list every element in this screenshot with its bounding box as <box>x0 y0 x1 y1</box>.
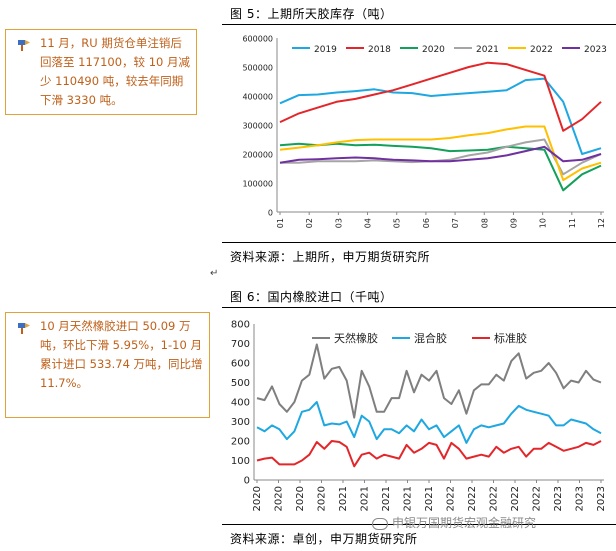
x-tick-label: 2020 <box>317 486 328 511</box>
figure-5-title: 图 5：上期所天胶库存（吨） <box>230 7 393 21</box>
figure-5-source: 资料来源：上期所，申万期货研究所 <box>230 250 431 264</box>
series-line-2020 <box>279 142 602 192</box>
y-tick-label: 500000 <box>242 64 273 73</box>
side-note-2-text: 10 月天然橡胶进口 50.09 万吨，环比下滑 5.95%，1-10 月累计进… <box>40 319 203 390</box>
y-tick-label: 400 <box>231 398 250 409</box>
series-line-2019 <box>279 77 602 155</box>
series-line-标准胶 <box>256 440 602 468</box>
x-tick-label: 2021 <box>338 486 349 511</box>
x-tick-label: 07 <box>451 218 460 228</box>
bullet-arrow-icon <box>18 323 30 334</box>
watermark: 申银万国期货宏观金融研究 <box>372 514 536 531</box>
x-tick-label: 2021 <box>360 486 371 511</box>
side-note-2: 10 月天然橡胶进口 50.09 万吨，环比下滑 5.95%，1-10 月累计进… <box>5 312 210 418</box>
legend-label-2020: 2020 <box>422 45 445 55</box>
x-tick-label: 12 <box>597 218 606 228</box>
x-tick-label: 08 <box>480 218 489 228</box>
legend-label-2022: 2022 <box>530 45 553 55</box>
legend-label-标准胶: 标准胶 <box>494 331 527 345</box>
inventory-chart: 0 100000 200000 300000 400000 500000 600000 01 0… <box>242 35 607 229</box>
x-tick-label: 2023 <box>553 486 564 511</box>
x-tick-label: 05 <box>393 218 402 228</box>
watermark-text: 申银万国期货宏观金融研究 <box>392 516 537 530</box>
x-tick-label: 03 <box>334 218 343 228</box>
series-line-2023 <box>279 145 602 164</box>
series-line-2018 <box>279 61 602 132</box>
y-tick-label: 800 <box>231 320 250 331</box>
y-tick-label: 500 <box>231 378 250 389</box>
y-tick-label: 100 <box>231 456 250 467</box>
figure-6-title: 图 6：国内橡胶进口（千吨） <box>230 290 393 304</box>
y-tick-label: 300 <box>231 417 250 428</box>
legend-label-2018: 2018 <box>368 45 391 55</box>
y-tick-label: 0 <box>268 209 273 218</box>
figure-6-title-rule <box>222 307 616 308</box>
x-tick-label: 2020 <box>295 486 306 511</box>
side-note-1: 11 月，RU 期货仓单注销后回落至 117100，较 10 月减少 11049… <box>5 29 197 115</box>
series-line-2022 <box>279 125 602 182</box>
y-tick-label: 600000 <box>242 35 273 44</box>
y-tick-label: 400000 <box>242 93 273 102</box>
figure-6-source-rule <box>222 524 616 525</box>
x-tick-label: 2022 <box>467 486 478 511</box>
x-tick-label: 2022 <box>446 486 457 511</box>
y-tick-label: 700 <box>231 339 250 350</box>
x-tick-label: 2023 <box>575 486 586 511</box>
figure-5-source-rule <box>222 242 616 243</box>
x-tick-label: 2021 <box>403 486 414 511</box>
figure-6-source: 资料来源：卓创，申万期货研究所 <box>230 532 418 546</box>
series-line-天然橡胶 <box>256 343 602 419</box>
y-tick-label: 600 <box>231 359 250 370</box>
x-tick-label: 06 <box>422 218 431 228</box>
x-tick-label: 2021 <box>424 486 435 511</box>
x-tick-label: 2021 <box>381 486 392 511</box>
y-tick-label: 200 <box>231 437 250 448</box>
figure-5-title-rule <box>222 24 616 25</box>
x-tick-label: 04 <box>364 218 373 228</box>
x-tick-label: 2022 <box>532 486 543 511</box>
y-tick-label: 300000 <box>242 122 273 131</box>
series-line-混合胶 <box>256 401 602 444</box>
x-tick-label: 2022 <box>489 486 500 511</box>
bullet-arrow-icon <box>18 40 30 51</box>
x-tick-label: 2022 <box>510 486 521 511</box>
legend-label-2019: 2019 <box>314 45 337 55</box>
x-tick-label: 09 <box>509 218 518 228</box>
legend-label-2021: 2021 <box>476 45 499 55</box>
x-tick-label: 02 <box>305 218 314 228</box>
y-tick-label: 0 <box>244 476 250 487</box>
x-tick-label: 10 <box>539 218 548 228</box>
x-tick-label: 2020 <box>252 486 263 511</box>
legend-label-天然橡胶: 天然橡胶 <box>334 331 378 345</box>
rubber-import-chart: 0 100 200 300 400 500 600 700 800 2020 2020 2020 202… <box>231 320 607 512</box>
y-tick-label: 100000 <box>242 180 273 189</box>
legend-label-2023: 2023 <box>584 45 607 55</box>
wechat-icon <box>372 517 388 530</box>
x-tick-label: 2020 <box>274 486 285 511</box>
side-note-1-text: 11 月，RU 期货仓单注销后回落至 117100，较 10 月减少 11049… <box>40 36 190 107</box>
y-tick-label: 200000 <box>242 151 273 160</box>
legend-label-混合胶: 混合胶 <box>414 331 447 345</box>
paragraph-mark-icon: ↵ <box>210 268 219 279</box>
x-tick-label: 11 <box>568 218 577 228</box>
x-tick-label: 01 <box>276 218 285 228</box>
x-tick-label: 2023 <box>596 486 607 511</box>
